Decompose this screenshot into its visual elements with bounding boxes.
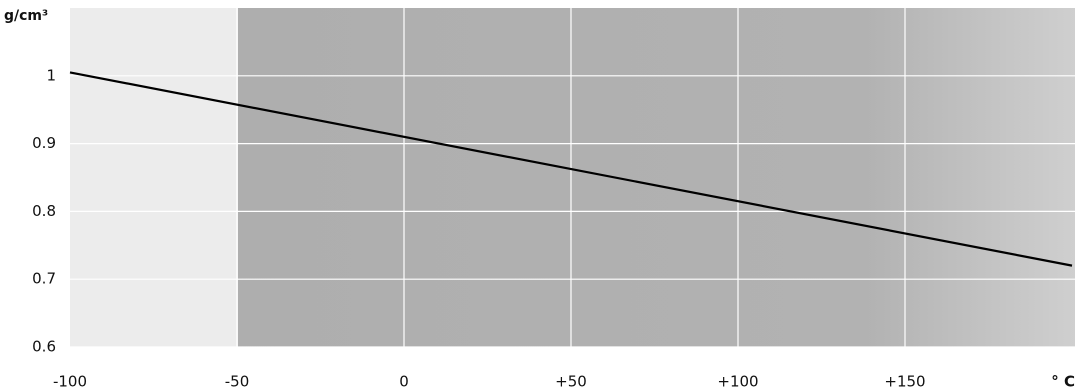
x-tick-label: 0 xyxy=(399,373,409,391)
x-tick-label: -100 xyxy=(53,373,87,391)
y-tick-label: 0.8 xyxy=(32,202,56,220)
y-tick-label: 0.6 xyxy=(32,338,56,356)
x-tick-label: +150 xyxy=(884,373,925,391)
y-axis-label: g/cm³ xyxy=(4,8,48,24)
x-tick-label: +50 xyxy=(555,373,587,391)
shaded-region xyxy=(238,8,1075,347)
data-line xyxy=(69,71,1073,267)
y-tick-label: 1 xyxy=(46,66,56,84)
x-axis-label: ° C xyxy=(1051,373,1075,391)
y-tick-label: 0.9 xyxy=(32,134,56,152)
x-tick-label: +100 xyxy=(717,373,758,391)
y-tick-label: 0.7 xyxy=(32,270,56,288)
x-tick-label: -50 xyxy=(225,373,250,391)
